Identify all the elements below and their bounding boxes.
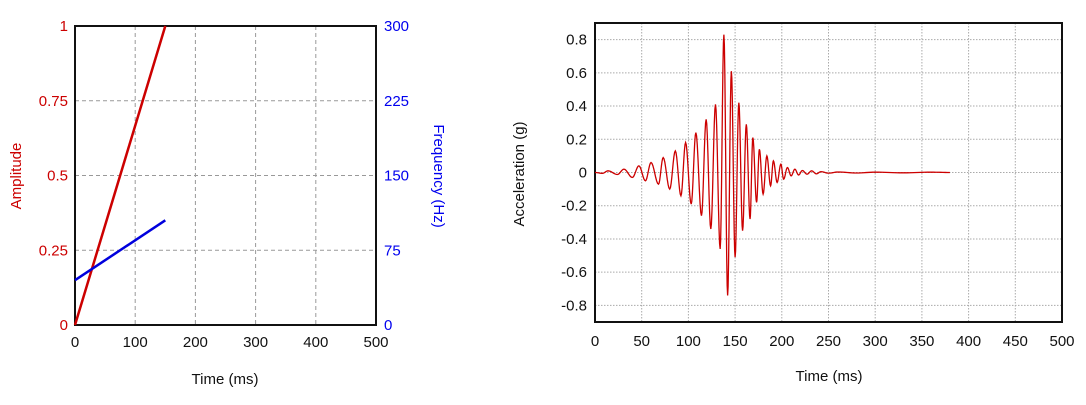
y2-tick-label: 0	[384, 317, 392, 334]
x-tick-label: 300	[243, 334, 268, 351]
y-tick-label: 0.8	[566, 32, 587, 49]
y-tick-label: 0.25	[39, 242, 68, 259]
x-tick-label: 500	[1049, 333, 1074, 350]
frequency-line	[74, 219, 166, 282]
y2-tick-label: 75	[384, 242, 401, 259]
y-tick-label: -0.2	[561, 198, 587, 215]
acceleration-line	[594, 34, 950, 296]
y-tick-label: -0.8	[561, 297, 587, 314]
right-x-axis-label: Time (ms)	[796, 368, 863, 385]
x-tick-label: 0	[71, 334, 79, 351]
y-tick-label: 0.4	[566, 98, 587, 115]
y-tick-label: 1	[60, 18, 68, 35]
x-tick-label: 400	[956, 333, 981, 350]
x-tick-label: 50	[633, 333, 650, 350]
x-tick-label: 100	[676, 333, 701, 350]
x-tick-label: 300	[863, 333, 888, 350]
y-tick-label: -0.6	[561, 264, 587, 281]
left-y2-axis-label: Frequency (Hz)	[430, 124, 447, 227]
y-tick-label: 0	[579, 165, 587, 182]
right-y-axis-label: Acceleration (g)	[511, 121, 528, 226]
y-tick-label: 0.2	[566, 131, 587, 148]
x-tick-label: 350	[909, 333, 934, 350]
x-tick-label: 450	[1003, 333, 1028, 350]
y-tick-label: 0	[60, 317, 68, 334]
x-tick-label: 500	[363, 334, 388, 351]
x-tick-label: 200	[769, 333, 794, 350]
y-tick-label: 0.5	[47, 168, 68, 185]
y2-tick-label: 150	[384, 168, 409, 185]
amplitude-line	[73, 25, 167, 326]
x-tick-label: 400	[303, 334, 328, 351]
y-tick-label: 0.75	[39, 93, 68, 110]
acceleration-chart: 0 50 100 150 200 250 300 350 400 450 500 -0.8 -0.6 -0…	[561, 22, 1075, 350]
amplitude-frequency-chart: 0 100 200 300 400 50000.250.50.75107515022530…	[39, 18, 409, 351]
x-tick-label: 250	[816, 333, 841, 350]
plot-frame	[74, 25, 377, 326]
y-tick-label: 0.6	[566, 65, 587, 82]
x-tick-label: 0	[591, 333, 599, 350]
x-tick-label: 150	[723, 333, 748, 350]
y2-tick-label: 225	[384, 93, 409, 110]
left-x-axis-label: Time (ms)	[192, 371, 259, 388]
x-tick-label: 100	[123, 334, 148, 351]
left-y-axis-label: Amplitude	[8, 143, 25, 210]
y2-tick-label: 300	[384, 18, 409, 35]
y-tick-label: -0.4	[561, 231, 587, 248]
x-tick-label: 200	[183, 334, 208, 351]
